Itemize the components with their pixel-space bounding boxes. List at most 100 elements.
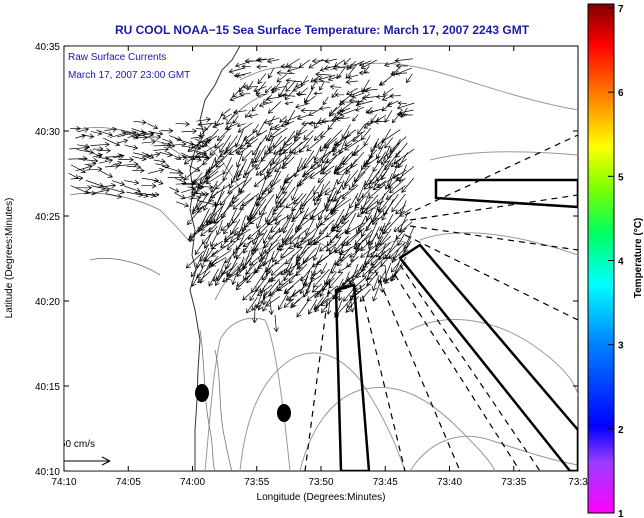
current-vector xyxy=(296,171,315,187)
current-vector xyxy=(231,270,239,286)
current-vector xyxy=(161,141,176,148)
current-vector xyxy=(364,200,385,214)
current-vector xyxy=(181,193,196,200)
colorbar xyxy=(587,3,615,514)
current-vector xyxy=(260,149,273,163)
current-vector xyxy=(389,136,407,152)
current-vector xyxy=(236,257,252,278)
current-vector xyxy=(335,227,351,239)
y-axis-ticks: 40:35 40:30 40:25 40:20 40:15 40:10 xyxy=(35,42,578,478)
current-vector xyxy=(268,299,274,316)
current-vector xyxy=(307,235,321,246)
current-vector xyxy=(242,290,254,301)
current-vector xyxy=(293,144,310,155)
current-vector xyxy=(96,129,113,137)
current-vector xyxy=(319,212,338,226)
current-vector xyxy=(324,187,337,196)
current-vector xyxy=(173,141,187,147)
current-vector xyxy=(222,164,234,181)
current-vector xyxy=(239,197,254,211)
current-vector xyxy=(337,284,349,292)
current-vector xyxy=(283,298,295,308)
x-axis-ticks: 74:10 74:05 74:00 73:55 73:50 73:45 73:40 73:35… xyxy=(51,46,588,488)
current-vector xyxy=(111,180,126,187)
current-vector xyxy=(303,276,314,298)
current-vector xyxy=(147,167,165,174)
current-vector xyxy=(226,262,238,277)
current-vector xyxy=(271,85,287,92)
current-vector xyxy=(251,103,259,112)
current-vector xyxy=(195,126,209,132)
current-vector xyxy=(396,102,415,110)
current-vector xyxy=(194,241,204,256)
current-vector xyxy=(295,103,309,109)
colorbar-ticks: 7 6 5 4 3 2 1 xyxy=(608,4,624,518)
current-vector xyxy=(294,79,310,88)
current-vector xyxy=(245,109,251,118)
current-vector xyxy=(348,98,364,104)
current-vector xyxy=(190,262,202,278)
current-vector xyxy=(313,91,323,96)
current-vector xyxy=(383,264,389,283)
current-vector xyxy=(286,66,302,73)
current-vector xyxy=(280,247,290,259)
current-vector xyxy=(112,153,125,159)
current-vector xyxy=(331,88,338,99)
current-vector xyxy=(308,108,321,116)
current-vector xyxy=(311,58,328,64)
current-vector xyxy=(366,249,378,258)
current-vector xyxy=(278,236,290,248)
current-vector xyxy=(325,299,332,315)
current-vector xyxy=(253,260,266,274)
current-vector xyxy=(312,268,330,288)
transect-boxes xyxy=(334,178,578,471)
current-vector xyxy=(197,154,211,161)
current-vector xyxy=(246,138,258,148)
radial-survey-lines xyxy=(304,134,578,471)
current-vector xyxy=(361,220,373,237)
current-vector xyxy=(395,63,408,69)
current-vector xyxy=(273,164,286,172)
current-vector xyxy=(333,198,352,211)
current-vector xyxy=(292,85,303,92)
current-vector xyxy=(295,91,307,97)
current-vector xyxy=(70,164,86,174)
current-vector xyxy=(196,117,212,123)
current-vector xyxy=(296,299,310,318)
current-vector xyxy=(335,219,350,233)
colorbar-tick-label: 7 xyxy=(618,4,624,15)
current-vector xyxy=(124,179,140,186)
current-vector xyxy=(152,179,164,186)
current-vector xyxy=(372,151,387,173)
current-vector xyxy=(306,137,323,152)
current-vector xyxy=(313,297,329,310)
current-vector xyxy=(297,254,317,268)
current-vector xyxy=(192,200,202,212)
current-vector xyxy=(349,294,355,313)
current-vector xyxy=(126,164,142,170)
current-vector xyxy=(305,219,315,236)
current-vector xyxy=(296,242,315,259)
current-vector xyxy=(221,268,244,283)
current-vector xyxy=(256,64,268,70)
current-vector xyxy=(70,126,81,131)
current-vector xyxy=(355,106,365,112)
current-vector xyxy=(278,82,289,99)
current-vector xyxy=(376,151,393,163)
station-marker xyxy=(277,404,291,422)
current-vector xyxy=(208,268,220,287)
current-vector xyxy=(232,109,247,115)
current-vector xyxy=(337,289,343,302)
current-vector xyxy=(224,227,239,241)
current-vector xyxy=(295,263,308,277)
current-vector xyxy=(365,267,372,282)
current-vector xyxy=(265,296,280,307)
current-vector xyxy=(141,139,157,145)
current-vector xyxy=(331,116,345,122)
current-vector xyxy=(215,261,226,281)
current-vector xyxy=(205,172,224,185)
current-vector xyxy=(348,171,366,191)
current-vector xyxy=(232,193,251,210)
current-vector xyxy=(215,219,223,236)
current-vector xyxy=(210,240,224,250)
